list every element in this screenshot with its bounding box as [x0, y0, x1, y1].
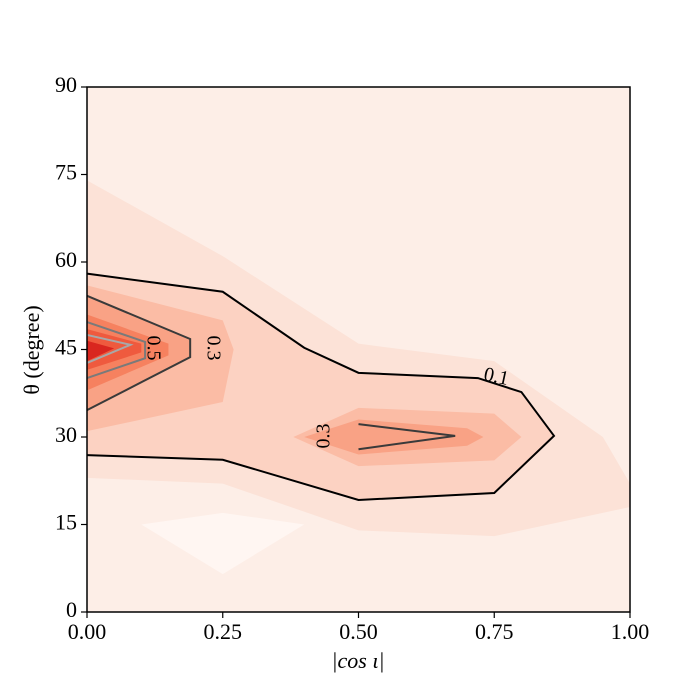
filled-region [87, 340, 115, 362]
x-tick-label: 0.75 [475, 619, 514, 644]
x-tick-label: 0.25 [204, 619, 243, 644]
filled-region [87, 329, 142, 370]
contour-label: 0.3 [313, 424, 335, 449]
contour-label: 0.1 [482, 363, 511, 390]
y-tick-label: 75 [55, 160, 77, 185]
contour-line [86, 272, 556, 502]
y-tick-label: 0 [66, 597, 77, 622]
y-tick-label: 90 [55, 72, 77, 97]
x-tick-label: 0.50 [339, 619, 378, 644]
y-tick-label: 60 [55, 247, 77, 272]
x-axis-label: |cos ι| [331, 648, 384, 673]
contour-label: 0.3 [202, 336, 224, 361]
y-axis-label: θ (degree) [19, 305, 44, 394]
contour-label: 0.5 [142, 336, 164, 361]
contour-line [86, 321, 147, 380]
contour-line [86, 294, 192, 412]
y-tick-label: 15 [55, 510, 77, 535]
y-tick-label: 45 [55, 335, 77, 360]
contour-line [358, 423, 456, 451]
contour-line [86, 333, 134, 364]
x-tick-label: 0.00 [68, 619, 107, 644]
filled-region [304, 419, 484, 455]
filled-region [141, 512, 305, 575]
x-tick-label: 1.00 [611, 619, 650, 644]
y-tick-label: 30 [55, 422, 77, 447]
